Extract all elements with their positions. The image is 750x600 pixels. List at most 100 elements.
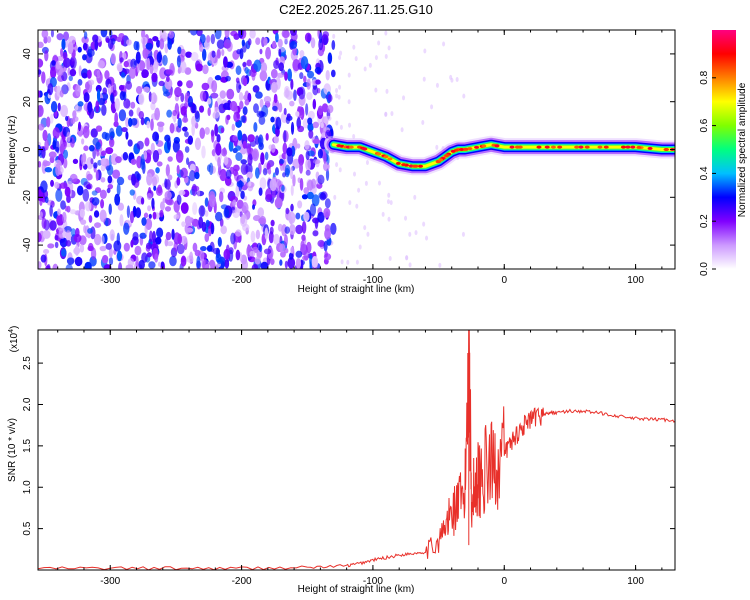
heatmap-cell bbox=[389, 200, 393, 206]
heatmap-cell bbox=[43, 160, 51, 167]
heatmap-cell bbox=[269, 178, 277, 192]
ridge-peak bbox=[450, 149, 456, 153]
heatmap-cell bbox=[127, 257, 135, 267]
heatmap-cell bbox=[91, 190, 98, 196]
heatmap-cell bbox=[201, 145, 206, 159]
heatmap-cell bbox=[152, 211, 157, 220]
heatmap-cell bbox=[106, 187, 111, 194]
heatmap-cell bbox=[400, 127, 404, 133]
heatmap-cell bbox=[252, 204, 256, 210]
heatmap-cell bbox=[221, 49, 225, 57]
ridge-peak bbox=[578, 145, 584, 149]
heatmap-cell bbox=[435, 82, 439, 88]
heatmap-cell bbox=[327, 52, 333, 64]
heatmap-cell bbox=[169, 255, 177, 267]
heatmap-cell bbox=[95, 100, 100, 113]
heatmap-cell bbox=[150, 118, 154, 131]
heatmap-cell bbox=[449, 74, 453, 80]
heatmap-cell bbox=[301, 234, 306, 242]
spectrogram-xtick-label: -100 bbox=[363, 275, 383, 286]
heatmap-cell bbox=[42, 229, 51, 239]
heatmap-cell bbox=[59, 89, 64, 98]
heatmap-cell bbox=[279, 259, 283, 266]
heatmap-cell bbox=[220, 225, 227, 235]
heatmap-cell bbox=[159, 209, 164, 218]
heatmap-cell bbox=[325, 70, 330, 81]
heatmap-cell bbox=[265, 46, 271, 60]
heatmap-cell bbox=[279, 158, 285, 165]
heatmap-cell bbox=[164, 190, 172, 201]
heatmap-cell bbox=[249, 250, 256, 257]
heatmap-cell bbox=[223, 207, 230, 218]
heatmap-cell bbox=[223, 248, 231, 260]
heatmap-cell bbox=[299, 72, 304, 80]
heatmap-cell bbox=[52, 263, 59, 269]
heatmap-cell bbox=[48, 151, 57, 159]
heatmap-cell bbox=[166, 198, 174, 206]
heatmap-cell bbox=[147, 205, 152, 212]
heatmap-cell bbox=[297, 125, 305, 133]
heatmap-cell bbox=[74, 103, 79, 111]
heatmap-cell bbox=[149, 230, 153, 243]
heatmap-cell bbox=[408, 262, 412, 268]
heatmap-cell bbox=[50, 30, 55, 38]
heatmap-cell bbox=[277, 38, 283, 48]
heatmap-cell bbox=[246, 143, 252, 155]
heatmap-cell bbox=[104, 70, 110, 80]
heatmap-cell bbox=[84, 81, 90, 91]
heatmap-cell bbox=[73, 233, 82, 243]
heatmap-cell bbox=[305, 103, 309, 116]
heatmap-cell bbox=[224, 30, 230, 39]
heatmap-cell bbox=[101, 104, 107, 116]
ridge-peak bbox=[467, 147, 473, 151]
heatmap-cell bbox=[240, 214, 246, 225]
heatmap-cell bbox=[284, 260, 288, 269]
heatmap-cell bbox=[295, 250, 303, 258]
heatmap-cell bbox=[363, 66, 367, 72]
heatmap-cell bbox=[126, 39, 132, 46]
heatmap-cell bbox=[135, 51, 141, 64]
heatmap-cell bbox=[61, 38, 66, 50]
heatmap-cell bbox=[86, 48, 95, 57]
heatmap-cell bbox=[186, 80, 194, 89]
heatmap-cell bbox=[377, 180, 381, 186]
heatmap-cell bbox=[232, 199, 237, 206]
heatmap-cell bbox=[263, 95, 272, 103]
snr-ytick-label: 2.5 bbox=[22, 356, 33, 370]
heatmap-cell bbox=[130, 158, 137, 165]
heatmap-ridge bbox=[324, 135, 675, 176]
ridge-peak bbox=[574, 145, 580, 149]
heatmap-cell bbox=[260, 62, 268, 74]
heatmap-cell bbox=[195, 111, 201, 123]
heatmap-cell bbox=[285, 207, 290, 215]
heatmap-cell bbox=[354, 56, 358, 62]
heatmap-cell bbox=[273, 135, 280, 144]
heatmap-cell bbox=[338, 167, 342, 173]
heatmap-cell bbox=[198, 205, 206, 217]
heatmap-cell bbox=[119, 214, 124, 227]
heatmap-cell bbox=[76, 185, 84, 196]
heatmap-cell bbox=[66, 257, 75, 266]
heatmap-cell bbox=[323, 151, 327, 164]
heatmap-cell bbox=[194, 171, 200, 180]
heatmap-cell bbox=[208, 194, 216, 208]
ridge-peak bbox=[620, 145, 626, 149]
heatmap-cell bbox=[117, 202, 125, 211]
heatmap-cell bbox=[290, 78, 294, 90]
heatmap-cell bbox=[55, 60, 61, 70]
heatmap-cell bbox=[173, 214, 180, 220]
heatmap-cell bbox=[374, 55, 378, 61]
heatmap-cell bbox=[235, 249, 241, 261]
heatmap-cell bbox=[425, 235, 429, 241]
heatmap-cell bbox=[332, 33, 336, 39]
heatmap-cell bbox=[165, 231, 172, 241]
heatmap-cell bbox=[270, 81, 278, 93]
heatmap-cell bbox=[381, 211, 385, 217]
heatmap-cell bbox=[41, 30, 49, 39]
heatmap-cell bbox=[289, 40, 298, 49]
heatmap-cell bbox=[304, 32, 312, 43]
heatmap-cell bbox=[144, 137, 150, 147]
heatmap-cell bbox=[123, 222, 130, 235]
heatmap-cell bbox=[96, 149, 100, 157]
heatmap-cell bbox=[211, 50, 216, 58]
